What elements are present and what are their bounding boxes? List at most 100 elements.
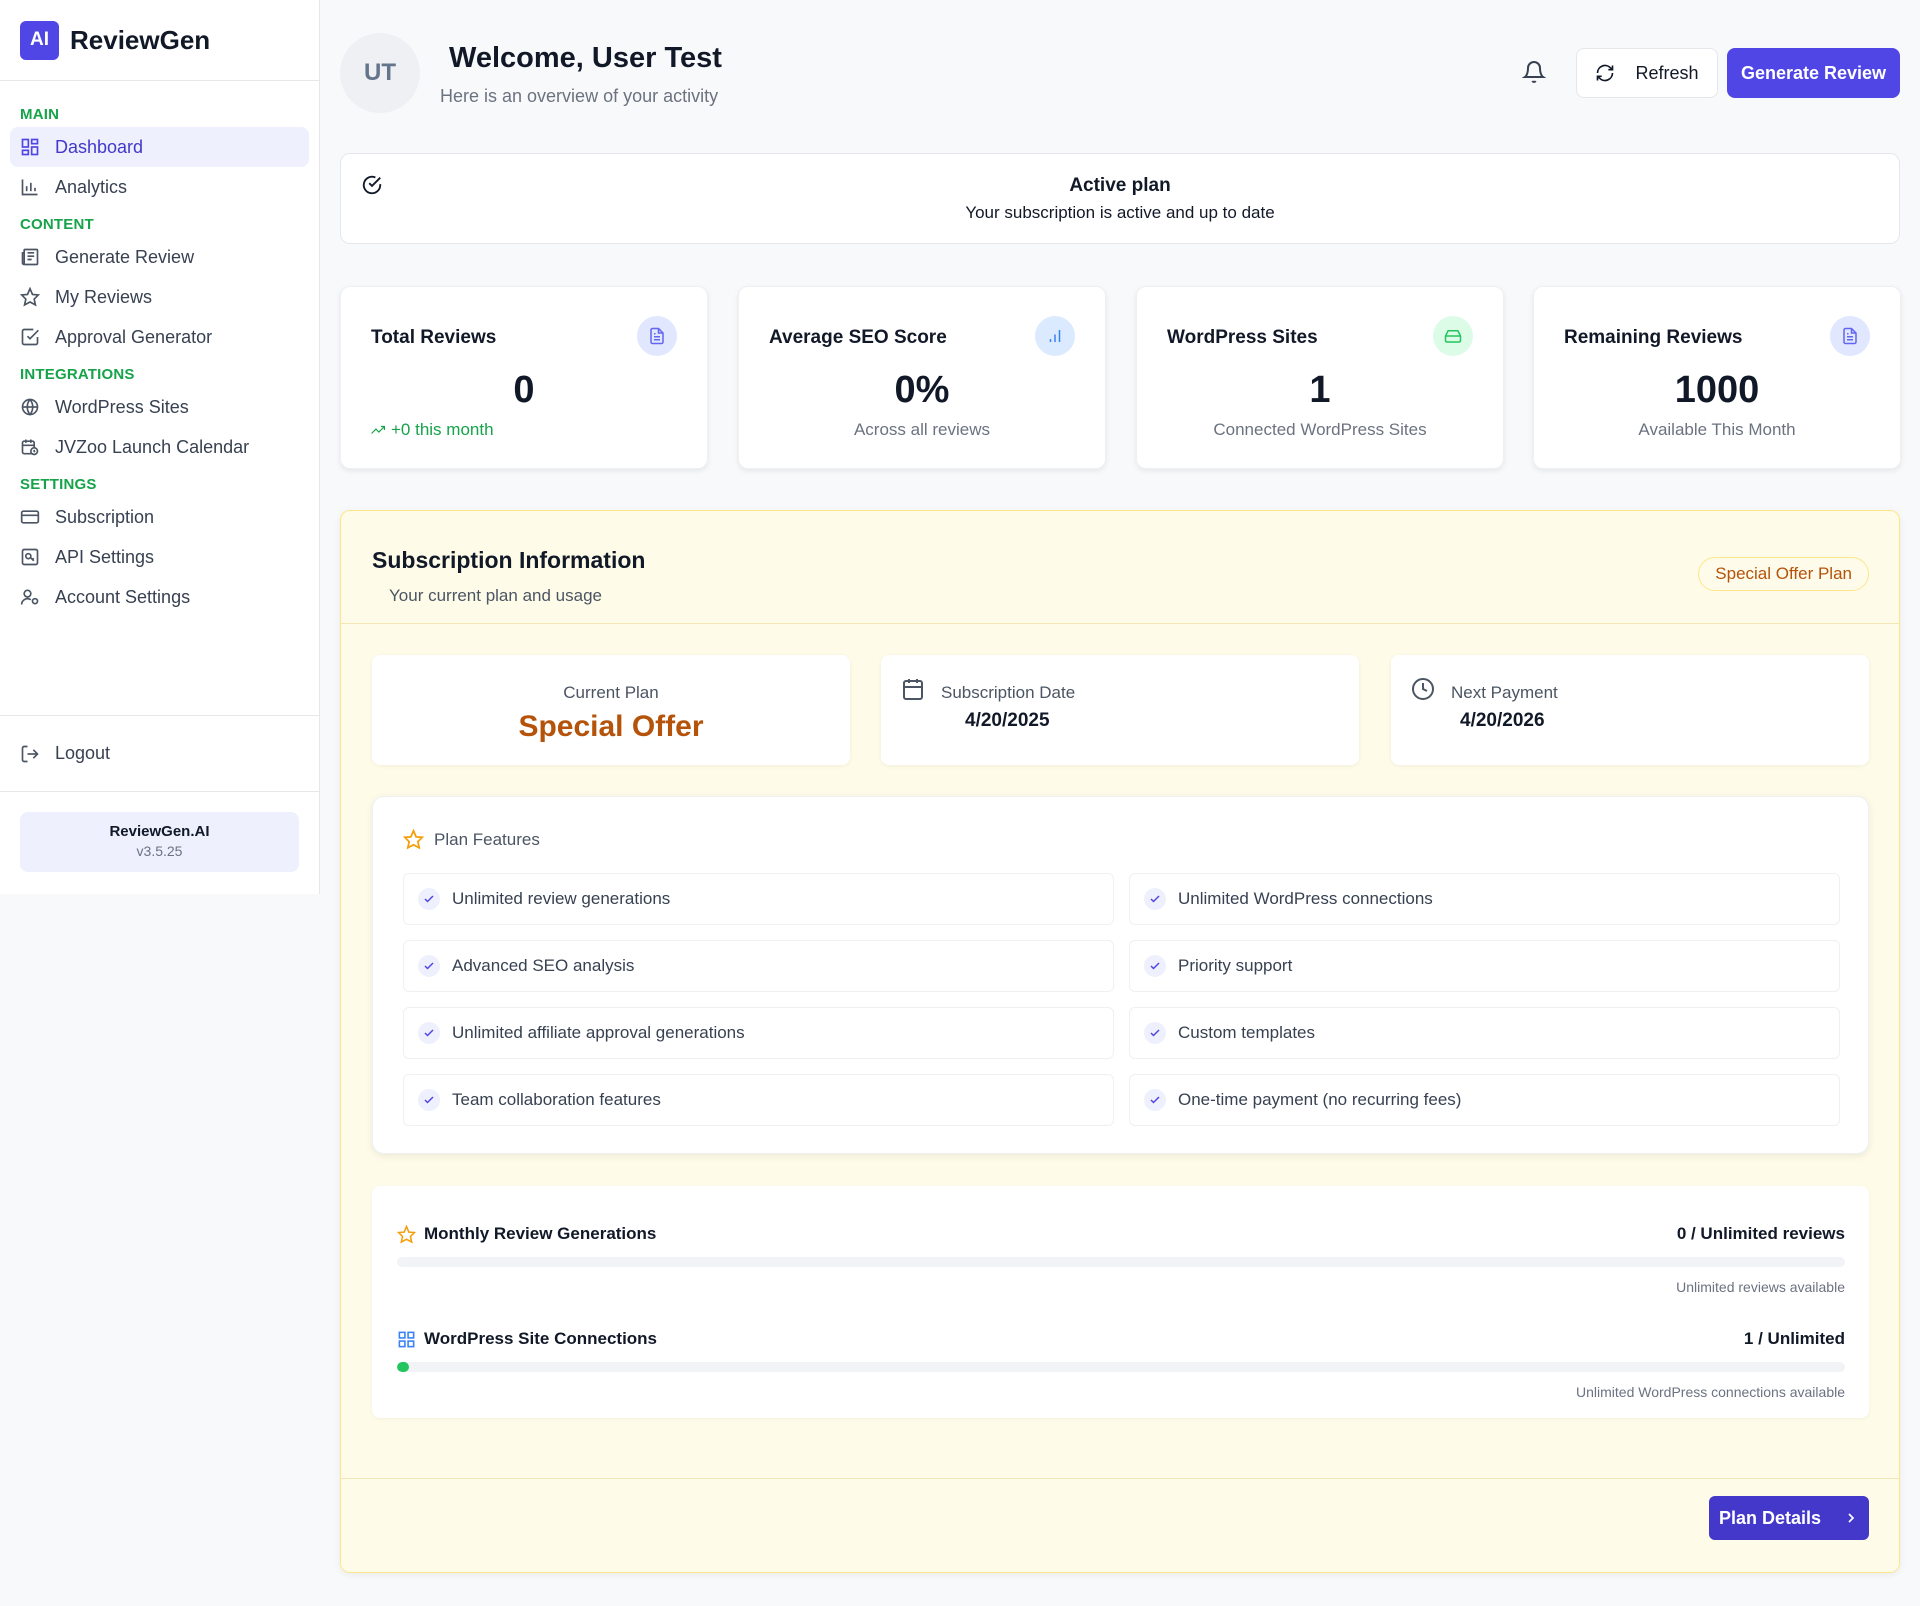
sidebar-item-label: API Settings [55, 546, 155, 567]
brand[interactable]: AI ReviewGen [0, 0, 319, 81]
plan-features-title: Plan Features [434, 829, 540, 849]
globe-icon [20, 397, 40, 417]
log-out-icon [20, 744, 40, 764]
logout-label: Logout [55, 743, 111, 763]
sidebar-item-label: Dashboard [55, 136, 144, 157]
subscription-date-label: Subscription Date [941, 683, 1076, 702]
section-label-integrations: INTEGRATIONS [20, 366, 135, 383]
sidebar-nav: MAIN Dashboard Analytics CONTENT Generat… [0, 81, 319, 617]
usage-label: WordPress Site Connections [424, 1329, 658, 1348]
sidebar-item-approval-generator[interactable]: Approval Generator [10, 317, 309, 357]
plan-features-card: Plan Features Unlimited review generatio… [372, 796, 1869, 1154]
user-cog-icon [20, 587, 40, 607]
usage-progress-bar [397, 1362, 1845, 1372]
grid-icon [20, 137, 40, 157]
key-icon [20, 547, 40, 567]
calendar-clock-icon [20, 437, 40, 457]
avatar[interactable]: UT [340, 33, 420, 113]
subscription-title: Subscription Information [372, 547, 646, 573]
newspaper-icon [20, 247, 40, 267]
check-circle-icon [361, 174, 383, 196]
stat-card-average-seo-score: Average SEO Score 0% Across all reviews [738, 286, 1106, 469]
refresh-label: Refresh [1635, 62, 1699, 83]
page-subtitle: Here is an overview of your activity [440, 86, 719, 106]
subscription-date-value: 4/20/2025 [965, 710, 1050, 731]
stat-sub: +0 this month [391, 420, 494, 439]
next-payment-label: Next Payment [1451, 683, 1558, 702]
usage-value: 0 / Unlimited reviews [1676, 1224, 1845, 1243]
logout-button[interactable]: Logout [10, 734, 309, 774]
check-icon [418, 1089, 440, 1111]
file-text-icon [637, 316, 677, 356]
stat-value: 1000 [1674, 369, 1760, 411]
active-plan-banner: Active plan Your subscription is active … [340, 153, 1900, 244]
stat-card-wordpress-sites: WordPress Sites 1 Connected WordPress Si… [1136, 286, 1504, 469]
sidebar-item-wordpress-sites[interactable]: WordPress Sites [10, 387, 309, 427]
usage-value: 1 / Unlimited [1743, 1329, 1845, 1348]
check-icon [1144, 1089, 1166, 1111]
current-plan-value: Special Offer [518, 710, 704, 743]
bar-chart-icon [1035, 316, 1075, 356]
page-title: Welcome, User Test [449, 42, 722, 74]
feature-label: Team collaboration features [452, 1090, 661, 1109]
sidebar-item-api-settings[interactable]: API Settings [10, 537, 309, 577]
check-icon [418, 955, 440, 977]
usage-card: Monthly Review Generations 0 / Unlimited… [372, 1186, 1869, 1418]
stat-value: 1 [1309, 369, 1331, 411]
plan-details-button[interactable]: Plan Details [1709, 1496, 1869, 1540]
sidebar: AI ReviewGen MAIN Dashboard Analytics CO… [0, 0, 320, 894]
feature-label: Advanced SEO analysis [452, 956, 635, 975]
notification-bell-icon[interactable] [1521, 60, 1547, 84]
refresh-button[interactable]: Refresh [1576, 48, 1718, 98]
trending-up-icon [371, 425, 385, 434]
subscription-date-card: Subscription Date 4/20/2025 [881, 655, 1359, 765]
feature-label: One-time payment (no recurring fees) [1178, 1090, 1462, 1109]
sidebar-item-dashboard[interactable]: Dashboard [10, 127, 309, 167]
feature-label: Unlimited review generations [452, 889, 671, 908]
sidebar-item-account-settings[interactable]: Account Settings [10, 577, 309, 617]
active-plan-description: Your subscription is active and up to da… [965, 203, 1275, 222]
section-label-settings: SETTINGS [20, 476, 97, 493]
hard-drive-icon [1433, 316, 1473, 356]
feature-label: Unlimited WordPress connections [1178, 889, 1433, 908]
usage-progress-bar [397, 1257, 1845, 1267]
sidebar-item-label: Subscription [55, 506, 155, 527]
sidebar-item-my-reviews[interactable]: My Reviews [10, 277, 309, 317]
usage-header-wordpress: WordPress Site Connections [397, 1329, 657, 1349]
stat-value: 0 [513, 369, 535, 411]
stat-label: Average SEO Score [769, 327, 947, 348]
current-plan-label: Current Plan [563, 683, 659, 702]
feature-item: One-time payment (no recurring fees) [1129, 1074, 1840, 1126]
sidebar-item-subscription[interactable]: Subscription [10, 497, 309, 537]
sidebar-item-jvzoo-launch-calendar[interactable]: JVZoo Launch Calendar [10, 427, 309, 467]
star-icon [20, 287, 40, 307]
brand-logo: AI [20, 20, 59, 60]
usage-progress-fill [397, 1362, 409, 1372]
feature-item: Priority support [1129, 940, 1840, 992]
divider [341, 623, 1899, 624]
sidebar-item-label: Account Settings [55, 586, 191, 607]
check-icon [1144, 955, 1166, 977]
usage-note: Unlimited WordPress connections availabl… [1576, 1384, 1845, 1400]
file-text-icon [1830, 316, 1870, 356]
sidebar-item-generate-review[interactable]: Generate Review [10, 237, 309, 277]
feature-item: Advanced SEO analysis [403, 940, 1114, 992]
app-version: v3.5.25 [136, 843, 183, 859]
subscription-subtitle: Your current plan and usage [389, 586, 602, 605]
stat-label: WordPress Sites [1167, 327, 1318, 348]
check-icon [1144, 888, 1166, 910]
version-box: ReviewGen.AI v3.5.25 [20, 812, 299, 872]
stat-card-remaining-reviews: Remaining Reviews 1000 Available This Mo… [1533, 286, 1901, 469]
sidebar-item-analytics[interactable]: Analytics [10, 167, 309, 207]
usage-label: Monthly Review Generations [424, 1224, 657, 1243]
check-icon [1144, 1022, 1166, 1044]
stat-sub: Available This Month [1638, 420, 1796, 439]
bar-chart-icon [20, 177, 40, 197]
feature-label: Priority support [1178, 956, 1293, 975]
check-square-icon [20, 327, 40, 347]
generate-review-button[interactable]: Generate Review [1727, 48, 1900, 98]
sidebar-item-label: Analytics [55, 176, 128, 197]
sidebar-item-label: Generate Review [55, 246, 195, 267]
plan-features-header: Plan Features [403, 829, 540, 850]
sidebar-item-label: Approval Generator [55, 326, 213, 347]
